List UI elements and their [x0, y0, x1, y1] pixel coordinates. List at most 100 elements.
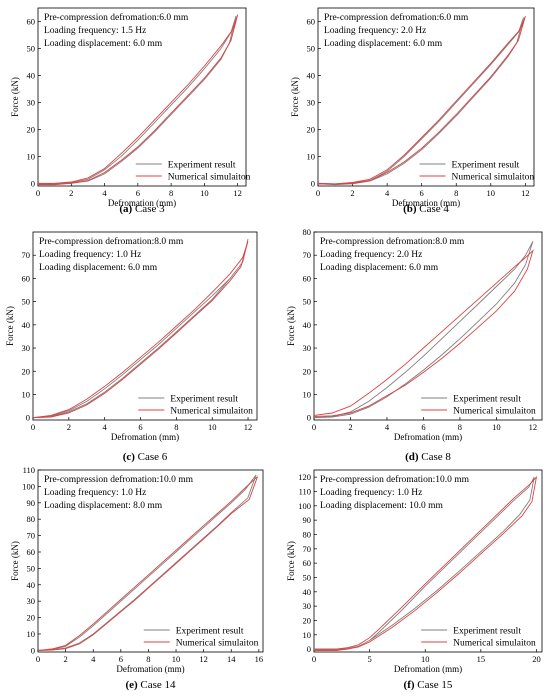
y-tick-label: 50 [27, 563, 36, 573]
y-tick-label: 50 [303, 297, 312, 307]
y-tick-label: 0 [311, 178, 315, 188]
x-tick-label: 16 [255, 654, 264, 664]
x-tick-label: 8 [454, 188, 458, 198]
annotation-text: Loading frequency: 1.5 Hz [44, 25, 146, 36]
panel-caption: (e) Case 14 [125, 679, 176, 691]
x-tick-label: 0 [312, 422, 316, 432]
y-tick-label: 10 [303, 630, 312, 640]
annotation-text: Loading displacement: 6.0 mm [44, 39, 163, 49]
y-tick-label: 0 [307, 644, 311, 654]
x-tick-label: 12 [529, 422, 538, 432]
plot-frame [37, 7, 247, 187]
x-tick-label: 4 [102, 188, 107, 198]
x-tick-label: 5 [367, 654, 371, 664]
x-axis-label: Defromation (mm) [108, 198, 176, 208]
x-tick-label: 10 [200, 188, 209, 198]
x-axis-label: Defromation (mm) [111, 432, 179, 442]
y-tick-label: 20 [303, 615, 312, 625]
y-tick-label: 40 [22, 320, 31, 330]
x-tick-label: 2 [348, 422, 352, 432]
legend-label: Numerical simulaiton [176, 639, 259, 649]
chart-panel-4: 0 2 4 6 8 10 12 0 10 20 30 40 50 60 70 80 Defromation (m… [286, 227, 543, 463]
y-tick-label: 70 [22, 250, 31, 260]
x-tick-label: 10 [492, 422, 501, 432]
y-tick-label: 50 [22, 297, 31, 307]
x-tick-label: 14 [227, 654, 236, 664]
y-tick-label: 50 [307, 43, 316, 53]
legend-label: Experiment result [170, 395, 238, 405]
y-tick-label: 110 [299, 486, 311, 496]
legend-label: Numerical simulaiton [453, 407, 536, 417]
y-tick-label: 20 [307, 124, 316, 134]
x-tick-label: 10 [208, 422, 217, 432]
y-tick-label: 20 [27, 613, 36, 623]
y-tick-label: 40 [303, 320, 312, 330]
legend-label: Experiment result [452, 161, 520, 171]
caption-letter: (f) [404, 679, 415, 691]
y-tick-label: 30 [22, 343, 31, 353]
x-tick-label: 6 [420, 188, 424, 198]
x-tick-label: 20 [532, 654, 541, 664]
y-tick-label: 60 [307, 16, 316, 26]
series-experiment-line [38, 15, 237, 185]
x-tick-label: 4 [385, 422, 390, 432]
y-tick-label: 0 [31, 645, 35, 655]
legend-label: Numerical simulaiton [168, 173, 251, 183]
series-experiment-line [32, 238, 249, 419]
annotation-text: Pre-compression defromation:10.0 mm [44, 474, 194, 485]
annotation-text: Loading displacement: 6.0 mm [324, 39, 443, 49]
y-tick-label: 60 [27, 16, 36, 26]
y-tick-label: 30 [27, 596, 36, 606]
x-axis-label: Defromation (mm) [392, 198, 460, 208]
y-tick-label: 120 [298, 472, 311, 482]
x-tick-label: 8 [174, 422, 178, 432]
x-tick-label: 0 [36, 654, 40, 664]
x-tick-label: 2 [350, 188, 354, 198]
legend-label: Numerical simulaiton [170, 407, 253, 417]
y-tick-label: 20 [303, 366, 312, 376]
y-tick-label: 20 [22, 366, 31, 376]
caption-letter: (d) [405, 451, 419, 463]
series-simulation-line [317, 15, 526, 185]
panel-caption: (a) Case 3 [119, 203, 165, 215]
y-tick-label: 10 [27, 629, 36, 639]
x-tick-label: 0 [36, 188, 40, 198]
x-tick-label: 0 [312, 654, 316, 664]
series-experiment-line [317, 17, 525, 186]
caption-letter: (c) [123, 451, 136, 463]
caption-letter: (b) [403, 203, 417, 215]
x-tick-label: 4 [91, 654, 96, 664]
chart-panel-5: 0 2 4 6 8 10 12 14 16 0 10 20 30 40 50 60 70 80 90 100 110 De… [10, 465, 264, 691]
x-tick-label: 8 [458, 422, 462, 432]
y-tick-label: 30 [303, 601, 312, 611]
annotation-text: Loading displacement: 10.0 mm [320, 501, 444, 511]
y-axis-label: Force (kN) [10, 77, 20, 117]
y-tick-label: 80 [303, 227, 312, 237]
plot-frame [32, 231, 258, 421]
annotation-text: Pre-compression defromation:10.0 mm [320, 474, 470, 485]
y-axis-label: Force (kN) [290, 77, 300, 117]
x-axis-label: Defromation (mm) [394, 432, 462, 442]
caption-text: Case 3 [132, 203, 165, 215]
x-tick-label: 8 [146, 654, 150, 664]
chart-panel-6: 0 5 10 15 20 0 10 20 30 40 50 60 70 80 90 100 110 120 Defr… [286, 469, 543, 691]
annotation-text: Pre-compression defromation:6.0 mm [324, 12, 469, 23]
legend-label: Numerical simulaiton [453, 639, 536, 649]
x-tick-label: 2 [63, 654, 67, 664]
y-tick-label: 110 [23, 465, 35, 475]
y-tick-label: 10 [22, 389, 31, 399]
x-tick-label: 4 [103, 422, 108, 432]
y-tick-label: 100 [22, 481, 35, 491]
y-tick-label: 60 [303, 273, 312, 283]
y-tick-label: 60 [27, 547, 36, 557]
series-simulation-line [314, 475, 538, 652]
caption-letter: (e) [125, 679, 138, 691]
y-tick-label: 10 [303, 389, 312, 399]
annotation-text: Pre-compression defromation:6.0 mm [44, 12, 189, 23]
y-tick-label: 80 [303, 529, 312, 539]
x-tick-label: 6 [421, 422, 425, 432]
x-tick-label: 8 [169, 188, 173, 198]
annotation-text: Loading displacement: 6.0 mm [320, 263, 439, 273]
x-tick-label: 12 [199, 654, 208, 664]
x-tick-label: 12 [244, 422, 253, 432]
